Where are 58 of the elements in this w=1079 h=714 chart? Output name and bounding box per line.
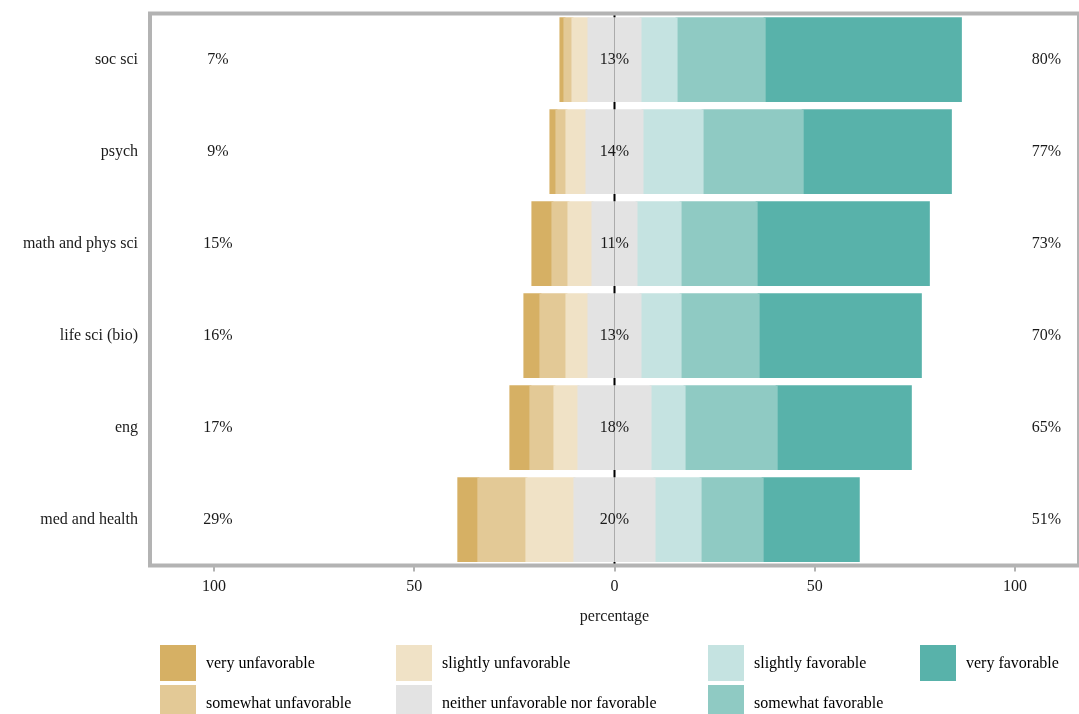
legend-label: slightly favorable [754, 654, 867, 672]
x-tick-label: 100 [1002, 577, 1027, 595]
legend-label: slightly unfavorable [442, 654, 571, 672]
bar [653, 477, 702, 562]
bar [699, 477, 764, 562]
bar [775, 385, 912, 470]
legend-label: somewhat favorable [754, 694, 884, 712]
x-tick-label: 100 [202, 577, 227, 595]
y-tick-label: soc sci [94, 49, 139, 67]
bar [639, 293, 682, 378]
bar [641, 109, 704, 194]
y-tick-label: life sci (bio) [59, 325, 138, 344]
y-tick-label: psych [100, 141, 138, 160]
annotation: 15% [203, 233, 233, 251]
bar [679, 293, 760, 378]
bar [477, 477, 528, 562]
legend-label: neither unfavorable nor favorable [442, 694, 657, 712]
x-tick-label: 50 [806, 577, 823, 595]
bar [757, 293, 922, 378]
y-tick-label: med and health [40, 509, 138, 527]
annotation: 80% [1031, 49, 1062, 67]
annotation: 51% [1031, 509, 1062, 527]
legend-label: very unfavorable [206, 654, 315, 672]
annotation: 11% [600, 233, 629, 251]
bar [701, 109, 804, 194]
annotation: 17% [203, 417, 233, 435]
annotation: 13% [599, 325, 630, 343]
bar [801, 109, 952, 194]
annotation: 7% [207, 49, 229, 67]
y-tick-label: math and phys sci [22, 233, 139, 252]
bar [457, 477, 480, 562]
legend-label: somewhat unfavorable [206, 694, 352, 712]
annotation: 16% [203, 325, 233, 343]
bar [639, 17, 678, 102]
bar [755, 201, 930, 286]
bar [683, 385, 778, 470]
bar [679, 201, 758, 286]
bar [761, 477, 860, 562]
annotation: 20% [599, 509, 630, 527]
legend-label: very favorable [966, 654, 1059, 672]
annotation: 13% [599, 49, 630, 67]
annotation: 77% [1031, 141, 1062, 159]
annotation: 70% [1031, 325, 1062, 343]
bar [525, 477, 576, 562]
annotation: 73% [1031, 233, 1062, 251]
bar [649, 385, 686, 470]
x-axis-title: percentage [579, 606, 650, 625]
annotation: 9% [207, 141, 229, 159]
bar [635, 201, 682, 286]
x-tick-label: 0 [610, 577, 619, 595]
annotation: 65% [1031, 417, 1062, 435]
annotation: 14% [599, 141, 630, 159]
y-tick-label: eng [114, 417, 138, 436]
x-tick-label: 50 [406, 577, 423, 595]
annotation: 29% [203, 509, 233, 527]
bar [763, 17, 962, 102]
annotation: 18% [599, 417, 630, 435]
bar [675, 17, 766, 102]
